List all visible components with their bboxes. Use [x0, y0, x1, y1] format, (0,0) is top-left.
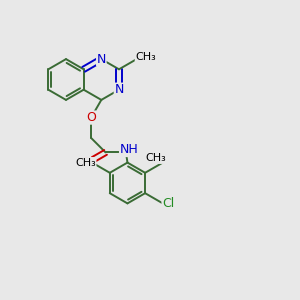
Text: O: O [86, 111, 96, 124]
Text: CH₃: CH₃ [145, 153, 166, 164]
Text: O: O [81, 156, 90, 169]
Text: CH₃: CH₃ [135, 52, 156, 62]
Text: N: N [114, 83, 124, 96]
Text: Cl: Cl [162, 197, 174, 210]
Text: NH: NH [120, 143, 138, 157]
Text: CH₃: CH₃ [75, 158, 96, 168]
Text: N: N [97, 52, 106, 66]
